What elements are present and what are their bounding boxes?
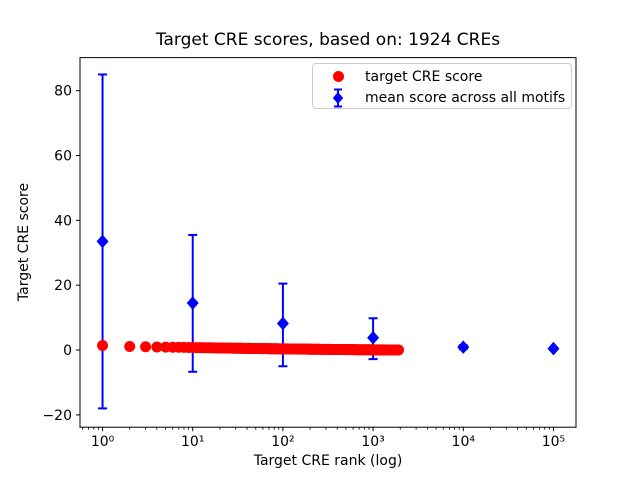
y-axis-ticks: −20 0 20 40 60 80 [42, 84, 80, 424]
x-tick-label: 10⁰ [91, 434, 115, 450]
mean-score-point [186, 296, 199, 310]
blue-diamond-errorbar-icon [332, 88, 344, 107]
red-circle-marker-icon [332, 71, 344, 82]
x-tick-label: 10² [271, 434, 294, 450]
legend-marker [325, 66, 351, 87]
y-tick-label: 80 [54, 84, 72, 100]
y-axis-label: Target CRE score [16, 182, 32, 302]
mean-score-point [276, 316, 289, 331]
mean-score-point [96, 234, 109, 249]
axes-frame [79, 57, 577, 428]
legend-label-target-cre-score: target CRE score [365, 68, 483, 85]
y-tick-label: 60 [54, 149, 72, 165]
series-target-cre-score [97, 339, 405, 356]
mean-score-point [367, 330, 380, 345]
x-tick-label: 10⁴ [452, 434, 476, 450]
y-tick-label: 40 [54, 213, 72, 229]
legend-entry-target-cre-score: target CRE score [313, 66, 571, 87]
x-tick-label: 10³ [361, 434, 384, 450]
legend-marker [325, 87, 351, 108]
x-axis-minor-ticks [82, 427, 550, 430]
x-tick-label: 10⁵ [542, 434, 565, 450]
x-axis-label: Target CRE rank (log) [253, 453, 403, 469]
mean-score-point [457, 340, 470, 354]
legend-label-mean-score: mean score across all motifs [365, 89, 566, 106]
legend-entry-mean-score: mean score across all motifs [313, 87, 571, 108]
x-axis-ticks: 10⁰ 10¹ 10² 10³ 10⁴ 10⁵ [91, 427, 565, 450]
y-tick-label: −20 [42, 408, 72, 424]
y-tick-label: 0 [63, 343, 72, 359]
series-mean-score-across-motifs [96, 73, 560, 410]
x-tick-label: 10¹ [181, 434, 204, 450]
mean-score-point [547, 341, 560, 356]
legend: target CRE score mean score across all m… [312, 63, 572, 109]
y-tick-label: 20 [54, 278, 72, 294]
chart-title: Target CRE scores, based on: 1924 CREs [155, 30, 501, 50]
